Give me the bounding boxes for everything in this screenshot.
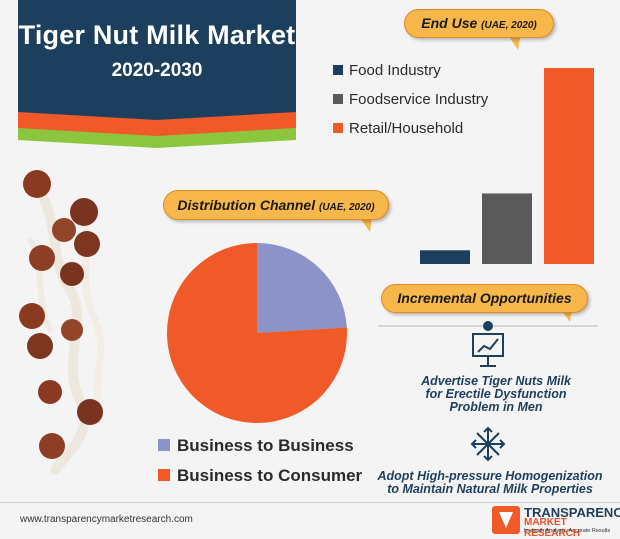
page-title: Tiger Nut Milk Market	[18, 20, 296, 50]
distribution-label: Distribution Channel	[177, 197, 316, 213]
end-use-pill: End Use (UAE, 2020)	[404, 9, 554, 38]
end-use-note: (UAE, 2020)	[481, 20, 537, 31]
legend-business-to-business: Business to Business	[158, 436, 354, 456]
distribution-pill: Distribution Channel (UAE, 2020)	[163, 190, 389, 220]
legend-foodservice-industry: Foodservice Industry	[333, 91, 488, 108]
logo-line-3: In-depth Analysis. Accurate Results	[524, 528, 611, 534]
legend-swatch-gray	[333, 94, 343, 104]
bar-foodservice-industry	[482, 193, 532, 264]
presentation-icon	[472, 321, 504, 367]
distribution-pie-chart	[167, 243, 347, 423]
opportunities-pill: Incremental Opportunities	[381, 284, 588, 313]
bar-retail-household	[544, 68, 594, 264]
bar-food-industry	[420, 250, 470, 264]
arrows-expand-icon	[470, 426, 506, 462]
legend-retail-household: Retail/Household	[333, 120, 463, 137]
tiger-nut-splash-illustration	[19, 170, 105, 475]
tmr-logo-icon	[492, 506, 520, 534]
legend-swatch-orange	[333, 123, 343, 133]
legend-swatch-navy	[333, 65, 343, 75]
end-use-label: End Use	[421, 15, 478, 31]
opportunity-text-1: Advertise Tiger Nuts Milk for Erectile D…	[421, 374, 571, 414]
legend-swatch-periwinkle	[158, 439, 170, 451]
legend-food-industry: Food Industry	[333, 62, 441, 79]
pie-slice-business-to-consumer	[167, 243, 347, 423]
logo-line-1: TRANSPARENCY	[524, 505, 620, 520]
distribution-note: (UAE, 2020)	[318, 202, 375, 213]
end-use-pill-tail	[510, 38, 520, 50]
banner-navy-box	[18, 0, 296, 120]
end-use-bar-chart	[420, 68, 594, 264]
opportunities-label: Incremental Opportunities	[397, 290, 572, 306]
footer-url[interactable]: www.transparencymarketresearch.com	[20, 514, 193, 525]
pie-slice-business-to-business	[257, 243, 347, 333]
legend-business-to-consumer: Business to Consumer	[158, 466, 362, 486]
distribution-pill-tail	[360, 218, 372, 232]
footer-divider	[0, 502, 620, 503]
opportunity-text-2: Adopt High-pressure Homogenization to Ma…	[377, 469, 603, 496]
page-years: 2020-2030	[111, 60, 203, 81]
logo-line-2: MARKET RESEARCH	[524, 517, 581, 539]
legend-swatch-orange-2	[158, 469, 170, 481]
